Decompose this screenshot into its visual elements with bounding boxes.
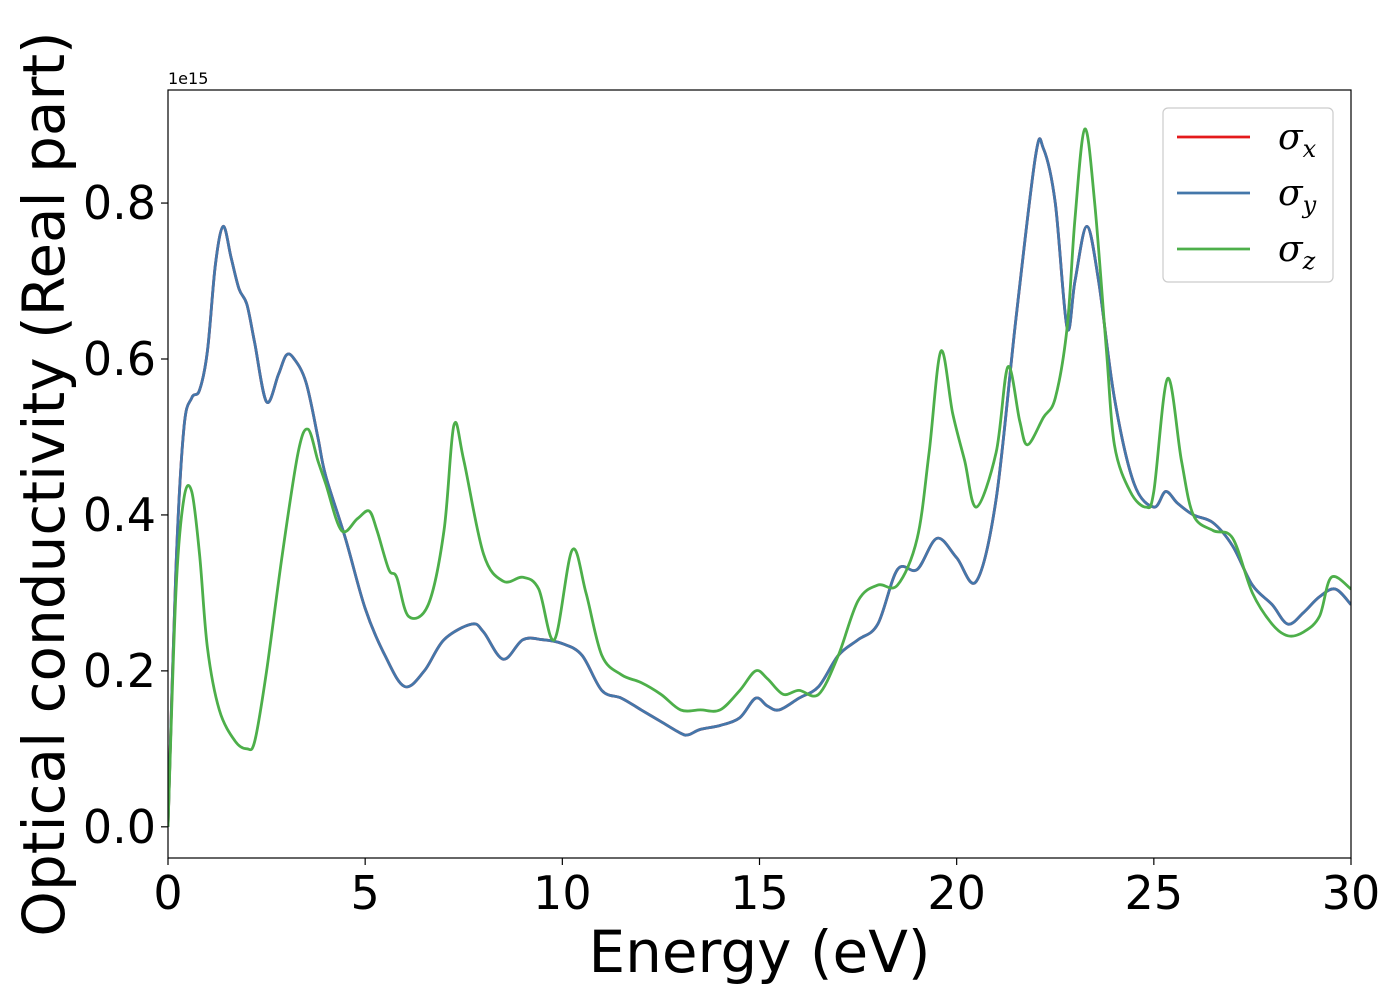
- series-line-z: [168, 127, 1351, 827]
- y-tick-label: 0.8: [83, 176, 156, 230]
- x-tick-label: 25: [1125, 866, 1184, 920]
- x-tick-label: 15: [730, 866, 789, 920]
- legend-box: [1162, 107, 1334, 283]
- y-axis-label: Optical conductivity (Real part): [10, 31, 78, 936]
- x-tick-label: 10: [533, 866, 592, 920]
- legend-entry-x: σx: [1278, 117, 1317, 163]
- y-tick-label: 0.0: [83, 800, 156, 854]
- x-axis-label: Energy (eV): [588, 918, 930, 986]
- legend-entry-y: σy: [1278, 173, 1317, 219]
- y-tick-label: 0.4: [83, 488, 156, 542]
- series-layer: [168, 127, 1351, 827]
- y-offset-label: 1e15: [168, 69, 208, 88]
- series-line-y: [168, 137, 1351, 827]
- y-tick-label: 0.2: [83, 644, 156, 698]
- legend: σx σy σz: [1162, 107, 1334, 283]
- x-axis: 0 5 10 15 20 25 30: [153, 858, 1380, 920]
- y-tick-label: 0.6: [83, 332, 156, 386]
- x-tick-label: 30: [1322, 866, 1381, 920]
- x-tick-label: 5: [351, 866, 380, 920]
- y-axis: 0.0 0.2 0.4 0.6 0.8: [83, 176, 168, 854]
- x-tick-label: 0: [153, 866, 182, 920]
- legend-entry-z: σz: [1278, 229, 1316, 275]
- x-tick-label: 20: [927, 866, 986, 920]
